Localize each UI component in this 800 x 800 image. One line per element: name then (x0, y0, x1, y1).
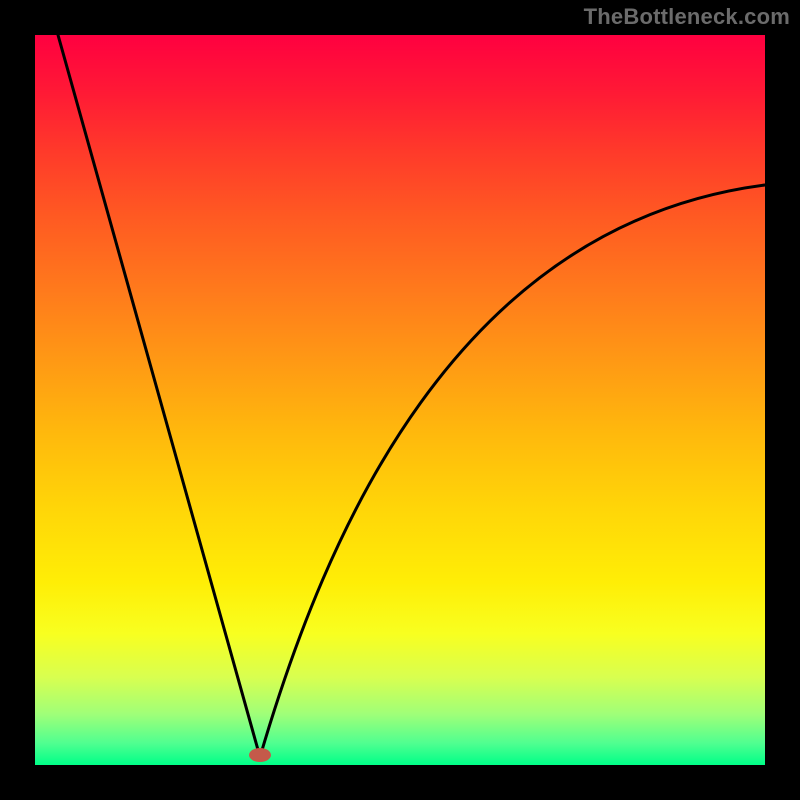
bottleneck-plot (35, 35, 765, 765)
dip-marker (249, 748, 271, 762)
bottleneck-curve (58, 35, 765, 757)
chart-frame: TheBottleneck.com (0, 0, 800, 800)
plot-svg (35, 35, 765, 765)
watermark-text: TheBottleneck.com (584, 4, 790, 30)
